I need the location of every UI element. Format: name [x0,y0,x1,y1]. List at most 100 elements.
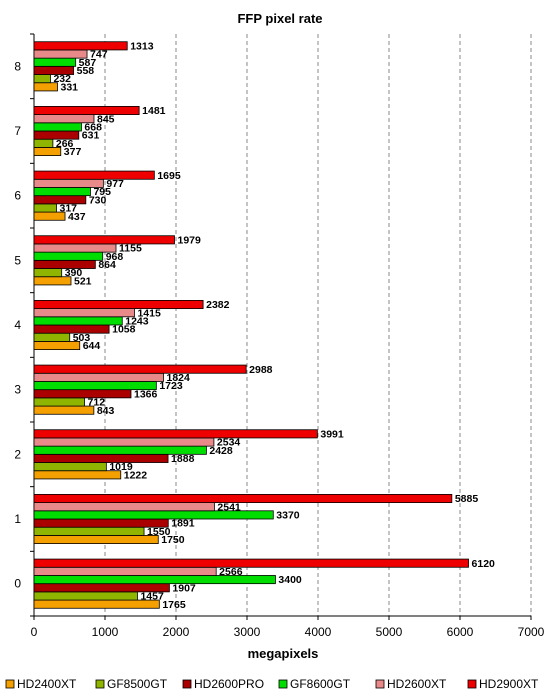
x-axis-ticks: 0 1000 2000 3000 4000 5000 6000 7000 [31,616,545,639]
bar [34,75,50,83]
bar [34,471,121,479]
bar [34,171,154,179]
x-tick-label: 4000 [305,625,332,639]
data-label: 1019 [109,461,133,473]
bar [34,567,216,575]
data-label: 1891 [171,518,195,530]
data-label: 232 [53,73,71,85]
y-tick-label: 8 [14,59,21,73]
legend-swatch [96,680,104,688]
x-tick-label: 7000 [518,625,545,639]
bar [34,309,134,317]
y-tick-label: 1 [14,512,21,526]
y-tick-label: 0 [14,577,21,591]
bar [34,373,164,381]
data-label: 1695 [157,170,181,182]
data-label: 3991 [320,428,344,440]
y-tick-label: 6 [14,189,21,203]
data-label: 747 [90,49,108,61]
bar [34,269,62,277]
data-label: 1457 [140,591,164,603]
bar [34,398,85,406]
data-label: 2534 [217,437,241,449]
bar [34,592,137,600]
data-label: 977 [106,178,124,190]
legend-label: GF8600GT [290,677,351,691]
data-label: 1824 [167,372,191,384]
legend-label: HD2600XT [387,677,447,691]
bar [34,463,106,471]
legend-swatch [183,680,191,688]
y-tick-label: 2 [14,447,21,461]
bar [34,390,131,398]
bar [34,58,76,66]
bar [34,300,203,308]
bar [34,187,90,195]
bar [34,252,103,260]
data-label: 5885 [455,493,479,505]
data-label: 3400 [278,574,302,586]
bar [34,204,57,212]
data-label: 2541 [217,501,241,513]
bar [34,333,70,341]
x-axis-label: megapixels [248,646,319,661]
bar [34,559,469,567]
data-label: 2566 [219,566,243,578]
legend-label: HD2400XT [17,677,77,691]
bar [34,317,122,325]
y-tick-label: 3 [14,383,21,397]
data-label: 266 [56,138,74,150]
x-tick-label: 6000 [447,625,474,639]
bar [34,494,452,502]
bar [34,139,53,147]
bar [34,236,175,244]
bar [34,527,144,535]
data-label: 317 [60,203,78,215]
bar [34,365,246,373]
y-tick-label: 4 [14,318,21,332]
bar [34,123,81,131]
legend-swatch [468,680,476,688]
bar [34,438,214,446]
data-label: 1550 [147,526,171,538]
bar [34,244,116,252]
data-label: 712 [88,397,106,409]
bar [34,406,94,414]
legend-label: HD2600PRO [194,677,264,691]
data-label: 6120 [472,558,496,570]
data-label: 1481 [142,105,166,117]
data-label: 503 [73,332,91,344]
bar [34,503,214,511]
data-label: 845 [97,113,115,125]
y-tick-label: 7 [14,124,21,138]
data-label: 1366 [134,388,158,400]
x-tick-label: 3000 [234,625,261,639]
data-label: 1415 [137,307,161,319]
data-label: 1313 [130,40,154,52]
data-label: 1907 [172,582,196,594]
y-tick-label: 5 [14,253,21,267]
legend-swatch [376,680,384,688]
legend: HD2400XT GF8500GT HD2600PRO GF8600GT HD2600X… [6,677,539,691]
bar [34,454,168,462]
legend-swatch [279,680,287,688]
x-tick-label: 2000 [163,625,190,639]
bar [34,535,158,543]
data-label: 3370 [276,510,300,522]
x-tick-label: 0 [31,625,38,639]
bar [34,430,317,438]
data-label: 1155 [119,243,142,255]
y-axis-ticks: 0 1 2 3 4 5 6 7 8 [14,34,34,616]
chart-title: FFP pixel rate [237,11,322,26]
legend-label: GF8500GT [107,677,168,691]
data-label: 1765 [162,599,186,611]
x-tick-label: 5000 [376,625,403,639]
data-label: 2382 [206,299,230,311]
data-label: 1888 [171,453,195,465]
data-label: 2988 [249,364,273,376]
legend-swatch [6,680,14,688]
legend-label: HD2900XT [479,677,539,691]
data-label: 1979 [178,234,202,246]
